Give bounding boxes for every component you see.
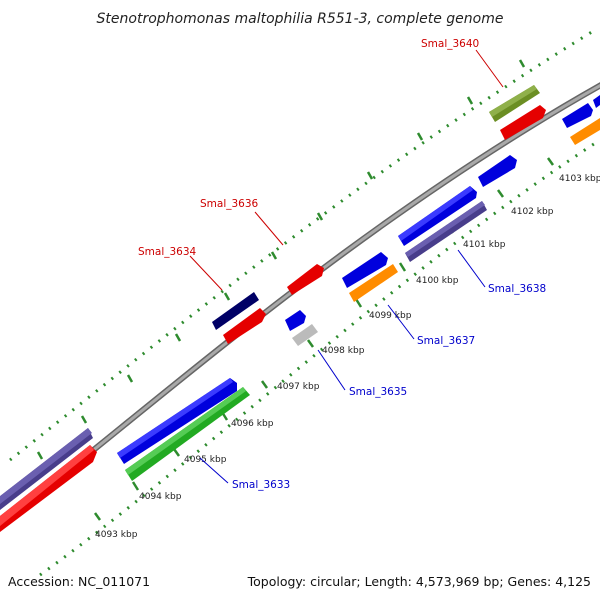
ruler-outer-ticks	[36, 59, 526, 460]
gene-block	[117, 378, 237, 464]
kbp-label: 4103 kbp	[559, 174, 600, 184]
kbp-label: 4100 kbp	[416, 276, 459, 286]
gene-smal-3638-block	[405, 201, 487, 262]
gene-block	[570, 118, 600, 145]
ruler-outer	[9, 28, 596, 462]
gene-smal-3640-block	[489, 85, 540, 122]
gene-smal-3637-block	[349, 264, 398, 302]
kbp-label: 4099 kbp	[369, 311, 412, 321]
gene-smal-3635-block	[285, 310, 306, 331]
gene-label-smal-3637: Smal_3637	[417, 335, 475, 347]
kbp-label: 4097 kbp	[277, 382, 320, 392]
reverse-genes	[117, 103, 600, 481]
kbp-label: 4098 kbp	[322, 346, 365, 356]
forward-genes	[0, 85, 600, 532]
gene-label-smal-3633: Smal_3633	[232, 479, 290, 491]
gene-block	[593, 95, 600, 108]
gene-block	[292, 324, 318, 346]
accession-text: Accession: NC_011071	[8, 574, 150, 589]
gene-labels: Smal_3640 Smal_3636 Smal_3634 Smal_3638 …	[138, 38, 546, 491]
gene-block	[562, 103, 593, 128]
gene-label-smal-3638: Smal_3638	[488, 283, 546, 295]
gene-block	[398, 186, 477, 246]
topology-text: Topology: circular; Length: 4,573,969 bp…	[247, 574, 591, 589]
kbp-label: 4095 kbp	[184, 455, 227, 465]
gene-label-smal-3636: Smal_3636	[200, 198, 259, 210]
kbp-label: 4101 kbp	[463, 240, 506, 250]
map-title: Stenotrophomonas maltophilia R551-3, com…	[97, 11, 504, 27]
gene-block	[0, 445, 97, 532]
gene-label-smal-3634: Smal_3634	[138, 246, 197, 258]
gene-label-smal-3640: Smal_3640	[421, 38, 479, 50]
kbp-labels: 4093 kbp 4094 kbp 4095 kbp 4096 kbp 4097…	[95, 174, 600, 540]
gene-block	[478, 155, 517, 187]
gene-label-smal-3635: Smal_3635	[349, 386, 407, 398]
kbp-label: 4094 kbp	[139, 492, 182, 502]
ruler-inner	[39, 138, 600, 577]
gene-block	[500, 105, 546, 140]
label-leaders	[189, 49, 504, 484]
gene-smal-3636-block	[287, 264, 324, 295]
gene-block	[223, 308, 266, 344]
kbp-label: 4102 kbp	[511, 207, 554, 217]
kbp-label: 4096 kbp	[231, 419, 274, 429]
kbp-label: 4093 kbp	[95, 530, 138, 540]
gene-block	[0, 428, 93, 510]
gene-smal-3634-block	[212, 292, 259, 330]
gene-block	[342, 252, 388, 288]
gene-smal-3633-block	[125, 387, 250, 481]
